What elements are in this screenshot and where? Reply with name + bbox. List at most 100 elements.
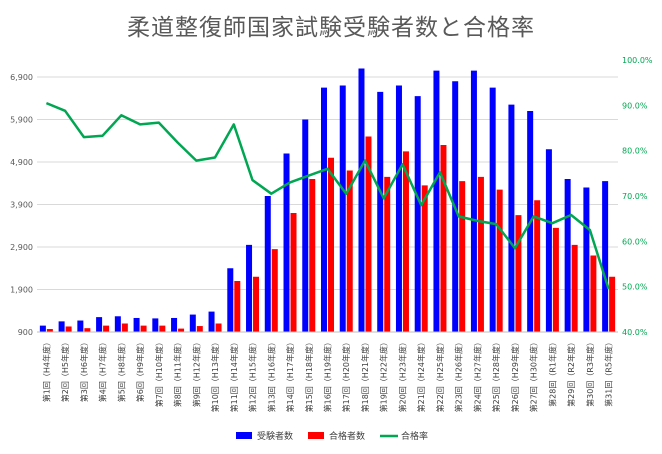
x-tick-label: 第20回（H23年度） (397, 338, 407, 412)
bar-受験者数 (583, 187, 590, 332)
bar-合格者数 (253, 276, 260, 332)
bar-合格者数 (196, 326, 203, 332)
bar-受験者数 (96, 317, 103, 332)
y-right-tick-label: 100.0% (622, 56, 653, 65)
x-tick-label: 第21回（H24年度） (416, 338, 426, 412)
bar-合格者数 (328, 157, 334, 332)
x-tick-label: 第19回（H22年度） (379, 338, 389, 412)
bar-受験者数 (470, 70, 477, 332)
y-left-tick-label: 6,900 (10, 73, 33, 82)
y-left-tick-label: 3,900 (10, 201, 33, 210)
x-tick-label: 第28回（R1年度） (547, 338, 557, 407)
bar-受験者数 (302, 119, 309, 332)
x-tick-label: 第13回（H16年度） (266, 338, 276, 412)
x-tick-label: 第30回（R3年度） (585, 338, 595, 407)
bar-受験者数 (433, 70, 440, 332)
x-tick-label: 第25回（H28年度） (491, 338, 501, 412)
bar-合格者数 (421, 185, 428, 332)
bar-合格者数 (234, 281, 241, 332)
bar-合格者数 (384, 176, 391, 332)
bar-合格者数 (65, 326, 72, 332)
x-tick-label: 第3回（H6年度） (79, 338, 89, 402)
y-left-tick-label: 900 (18, 328, 33, 337)
bar-合格者数 (590, 255, 597, 332)
x-tick-label: 第8回（H11年度） (173, 338, 183, 407)
bar-合格者数 (46, 329, 53, 332)
bar-受験者数 (377, 91, 384, 332)
y-left-tick-label: 5,900 (10, 116, 33, 125)
bar-受験者数 (508, 104, 515, 332)
bar-受験者数 (564, 179, 571, 332)
bar-受験者数 (114, 316, 121, 332)
x-tick-label: 第11回（H14年度） (229, 338, 239, 412)
bar-受験者数 (152, 318, 159, 332)
bar-受験者数 (77, 320, 84, 332)
chart-title: 柔道整復師国家試験受験者数と合格率 (127, 15, 535, 41)
x-tick-label: 第12回（H15年度） (248, 338, 258, 412)
x-tick-label: 第22回（H25年度） (435, 338, 445, 412)
bar-受験者数 (264, 196, 271, 332)
bar-受験者数 (321, 87, 327, 332)
bar-合格者数 (159, 325, 166, 332)
bar-受験者数 (189, 314, 196, 332)
bar-合格者数 (365, 136, 372, 332)
bar-受験者数 (395, 85, 402, 332)
bar-合格者数 (271, 249, 278, 332)
bar-合格者数 (440, 145, 447, 332)
y-right-tick-label: 60.0% (622, 237, 648, 246)
bar-受験者数 (133, 317, 140, 332)
bar-合格者数 (609, 276, 616, 332)
x-tick-label: 第18回（H21年度） (360, 338, 370, 412)
y-left-tick-label: 1,900 (10, 286, 33, 295)
bar-合格者数 (103, 325, 110, 332)
line-合格率 (45, 101, 610, 290)
bar-合格者数 (290, 213, 297, 332)
bar-合格者数 (496, 189, 503, 332)
bar-受験者数 (58, 321, 65, 332)
x-tick-label: 第14回（H17年度） (285, 338, 295, 412)
bar-受験者数 (358, 68, 365, 332)
bar-受験者数 (602, 181, 609, 332)
bar-合格者数 (515, 215, 522, 332)
legend-label: 合格率 (401, 430, 428, 442)
x-tick-label: 第2回（H5年度） (60, 338, 70, 402)
x-tick-label: 第5回（H8年度） (116, 338, 126, 402)
x-tick-label: 第27回（H30年度） (529, 338, 539, 412)
bar-合格者数 (552, 227, 559, 332)
x-tick-label: 第15回（H18年度） (304, 338, 314, 412)
y-right-tick-label: 90.0% (622, 101, 648, 110)
x-tick-label: 第6回（H9年度） (135, 338, 145, 402)
bar-受験者数 (227, 268, 234, 332)
x-tick-label: 第26回（H29年度） (510, 338, 520, 412)
x-tick-label: 第31回（R5年度） (604, 338, 614, 407)
legend-label: 合格者数 (329, 430, 365, 442)
bar-合格者数 (140, 325, 147, 332)
bar-合格者数 (309, 179, 316, 332)
bar-合格者数 (477, 176, 484, 332)
bar-受験者数 (283, 153, 290, 332)
bar-受験者数 (39, 325, 46, 332)
bar-合格者数 (534, 200, 541, 332)
bar-受験者数 (246, 244, 253, 332)
x-tick-label: 第7回（H10年度） (154, 338, 164, 407)
y-right-tick-label: 40.0% (622, 328, 648, 337)
bar-合格者数 (346, 170, 353, 332)
x-tick-label: 第4回（H7年度） (98, 338, 108, 402)
x-tick-label: 第24回（H27年度） (472, 338, 482, 412)
legend-label: 受験者数 (257, 430, 293, 442)
bar-受験者数 (489, 87, 496, 332)
bar-合格者数 (178, 328, 185, 332)
x-tick-label: 第1回（H4年度） (41, 338, 51, 402)
bar-合格者数 (402, 151, 409, 332)
y-right-tick-label: 50.0% (622, 283, 648, 292)
bar-受験者数 (414, 96, 421, 332)
x-tick-label: 第16回（H19年度） (323, 338, 333, 412)
bar-受験者数 (208, 311, 215, 332)
y-right-tick-label: 80.0% (622, 147, 648, 156)
y-left-tick-label: 2,900 (10, 243, 33, 252)
x-tick-label: 第29回（R2年度） (566, 338, 576, 407)
x-tick-label: 第9回（H12年度） (191, 338, 201, 407)
bar-合格者数 (571, 244, 578, 332)
bar-合格者数 (121, 323, 128, 332)
